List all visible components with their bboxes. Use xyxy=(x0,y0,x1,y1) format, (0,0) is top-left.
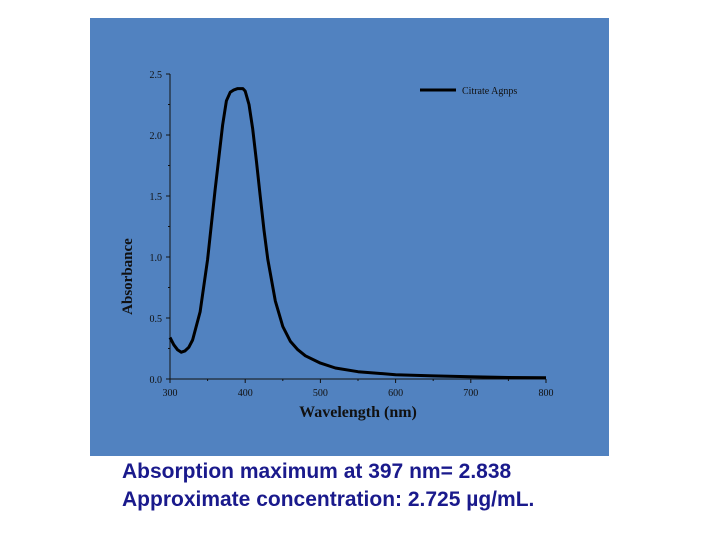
chart-panel: 300 400 500 600 700 800 0.0 0.5 1.0 1.5 2.0 2.5 Wave… xyxy=(90,18,609,456)
x-axis-title: Wavelength (nm) xyxy=(299,404,417,421)
y-tick-label: 2.0 xyxy=(150,131,163,142)
x-tick-label: 400 xyxy=(238,388,253,399)
legend-label: Citrate Agnps xyxy=(462,86,517,97)
y-tick-label: 2.5 xyxy=(150,70,163,81)
y-tick-label: 1.5 xyxy=(150,192,163,203)
x-tick-label: 700 xyxy=(463,388,478,399)
series-line xyxy=(168,87,547,380)
x-tick-label: 500 xyxy=(313,388,328,399)
x-tick-label: 600 xyxy=(388,388,403,399)
x-tick-label: 800 xyxy=(539,388,554,399)
y-tick-label: 0.5 xyxy=(150,314,163,325)
caption-absorption-maximum: Absorption maximum at 397 nm= 2.838 xyxy=(122,460,512,483)
y-tick-label: 0.0 xyxy=(150,375,163,386)
y-tick-label: 1.0 xyxy=(150,253,163,264)
absorbance-chart: 300 400 500 600 700 800 0.0 0.5 1.0 1.5 2.0 2.5 Wave… xyxy=(120,70,554,421)
caption-concentration: Approximate concentration: 2.725 µg/mL. xyxy=(122,488,535,511)
caption: Absorption maximum at 397 nm= 2.838 Appr… xyxy=(122,458,702,514)
x-tick-label: 300 xyxy=(163,388,178,399)
y-axis-title: Absorbance xyxy=(120,238,136,315)
